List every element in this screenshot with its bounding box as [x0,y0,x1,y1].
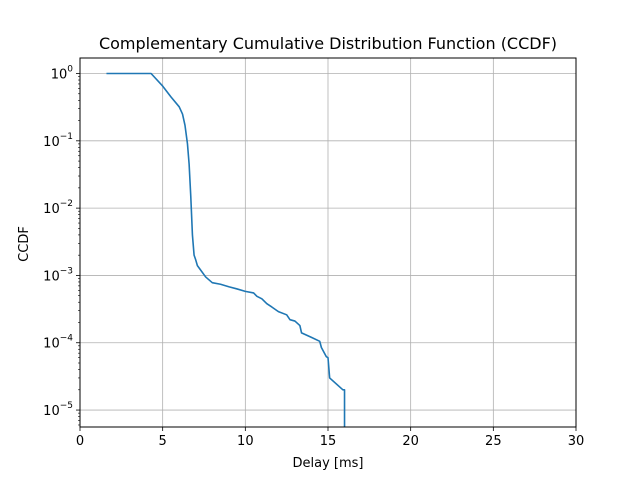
x-tick-label: 30 [568,434,585,449]
y-tick-exponent: −4 [60,334,74,344]
y-tick-base: 10 [43,404,60,419]
x-axis: 0 5 10 15 20 25 30 [76,427,584,449]
x-axis-label: Delay [ms] [293,456,364,471]
y-tick-base: 10 [43,337,60,352]
y-tick-base: 10 [43,135,60,150]
x-tick-label: 10 [237,434,254,449]
y-tick-label: 10−3 [43,266,73,284]
x-tick-label: 5 [159,434,167,449]
x-tick-label: 0 [76,434,84,449]
grid-lines [79,58,577,427]
y-tick-exponent: 0 [67,65,73,75]
y-tick-label: 10−2 [43,199,73,217]
y-tick-exponent: −2 [60,199,73,209]
y-axis-label: CCDF [17,226,32,262]
y-tick-base: 10 [43,269,60,284]
y-tick-label: 10−5 [43,401,73,419]
series-line-0 [106,72,346,427]
y-tick-base: 10 [43,202,60,217]
y-tick-exponent: −1 [60,132,73,142]
y-tick-exponent: −5 [60,401,73,411]
chart-title: Complementary Cumulative Distribution Fu… [99,34,557,53]
y-tick-label: 100 [51,65,74,83]
y-tick-exponent: −3 [60,266,73,276]
y-tick-label: 10−1 [43,132,73,150]
series-group [106,72,346,427]
y-tick-base: 10 [51,68,68,83]
x-tick-label: 15 [320,434,337,449]
x-tick-label: 20 [402,434,419,449]
x-tick-label: 25 [485,434,502,449]
y-tick-label: 10−4 [43,334,73,352]
